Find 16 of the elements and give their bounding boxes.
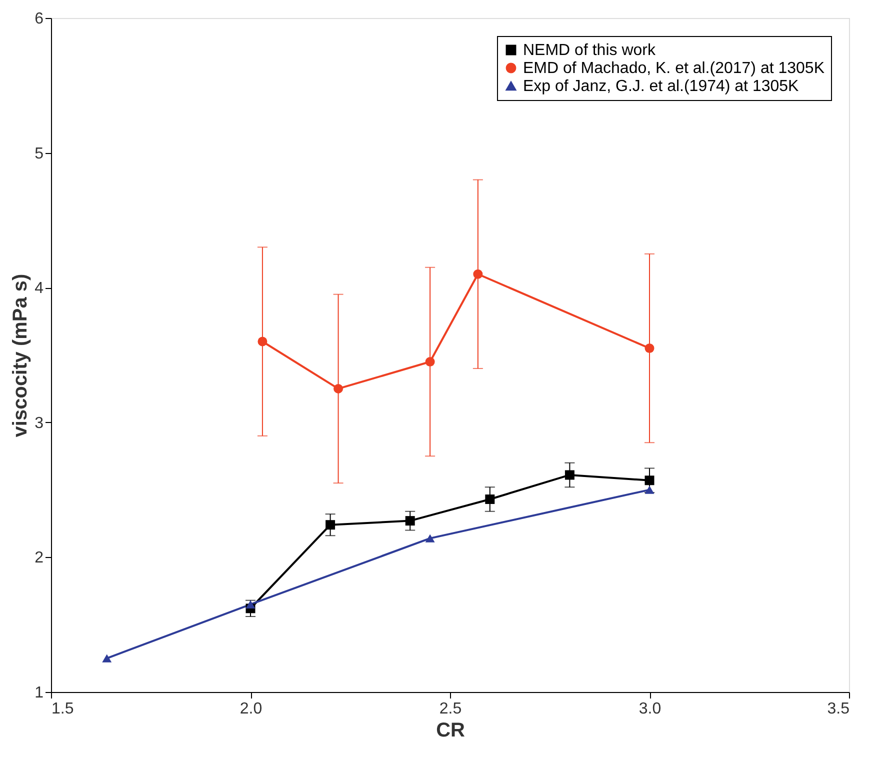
y-tick-label: 6: [34, 10, 44, 28]
legend-label: EMD of Machado, K. et al.(2017) at 1305K: [523, 60, 825, 77]
x-axis-title: CR: [436, 720, 466, 742]
y-tick-label: 4: [34, 280, 44, 298]
x-tick-label: 1.5: [52, 700, 74, 718]
y-tick-label: 2: [34, 550, 44, 567]
legend-label: NEMD of this work: [523, 42, 656, 59]
x-tick-label: 3.0: [638, 700, 662, 718]
x-tick-label: 3.5: [827, 700, 850, 718]
legend-label: Exp of Janz, G.J. et al.(1974) at 1305K: [523, 78, 800, 95]
y-tick-label: 5: [34, 145, 44, 162]
y-axis-title: viscocity (mPa s): [10, 274, 32, 438]
y-tick-label: 3: [34, 414, 44, 432]
x-tick-label: 2.0: [240, 700, 262, 718]
y-tick-label: 1: [34, 684, 44, 702]
x-tick-label: 2.5: [439, 700, 462, 718]
